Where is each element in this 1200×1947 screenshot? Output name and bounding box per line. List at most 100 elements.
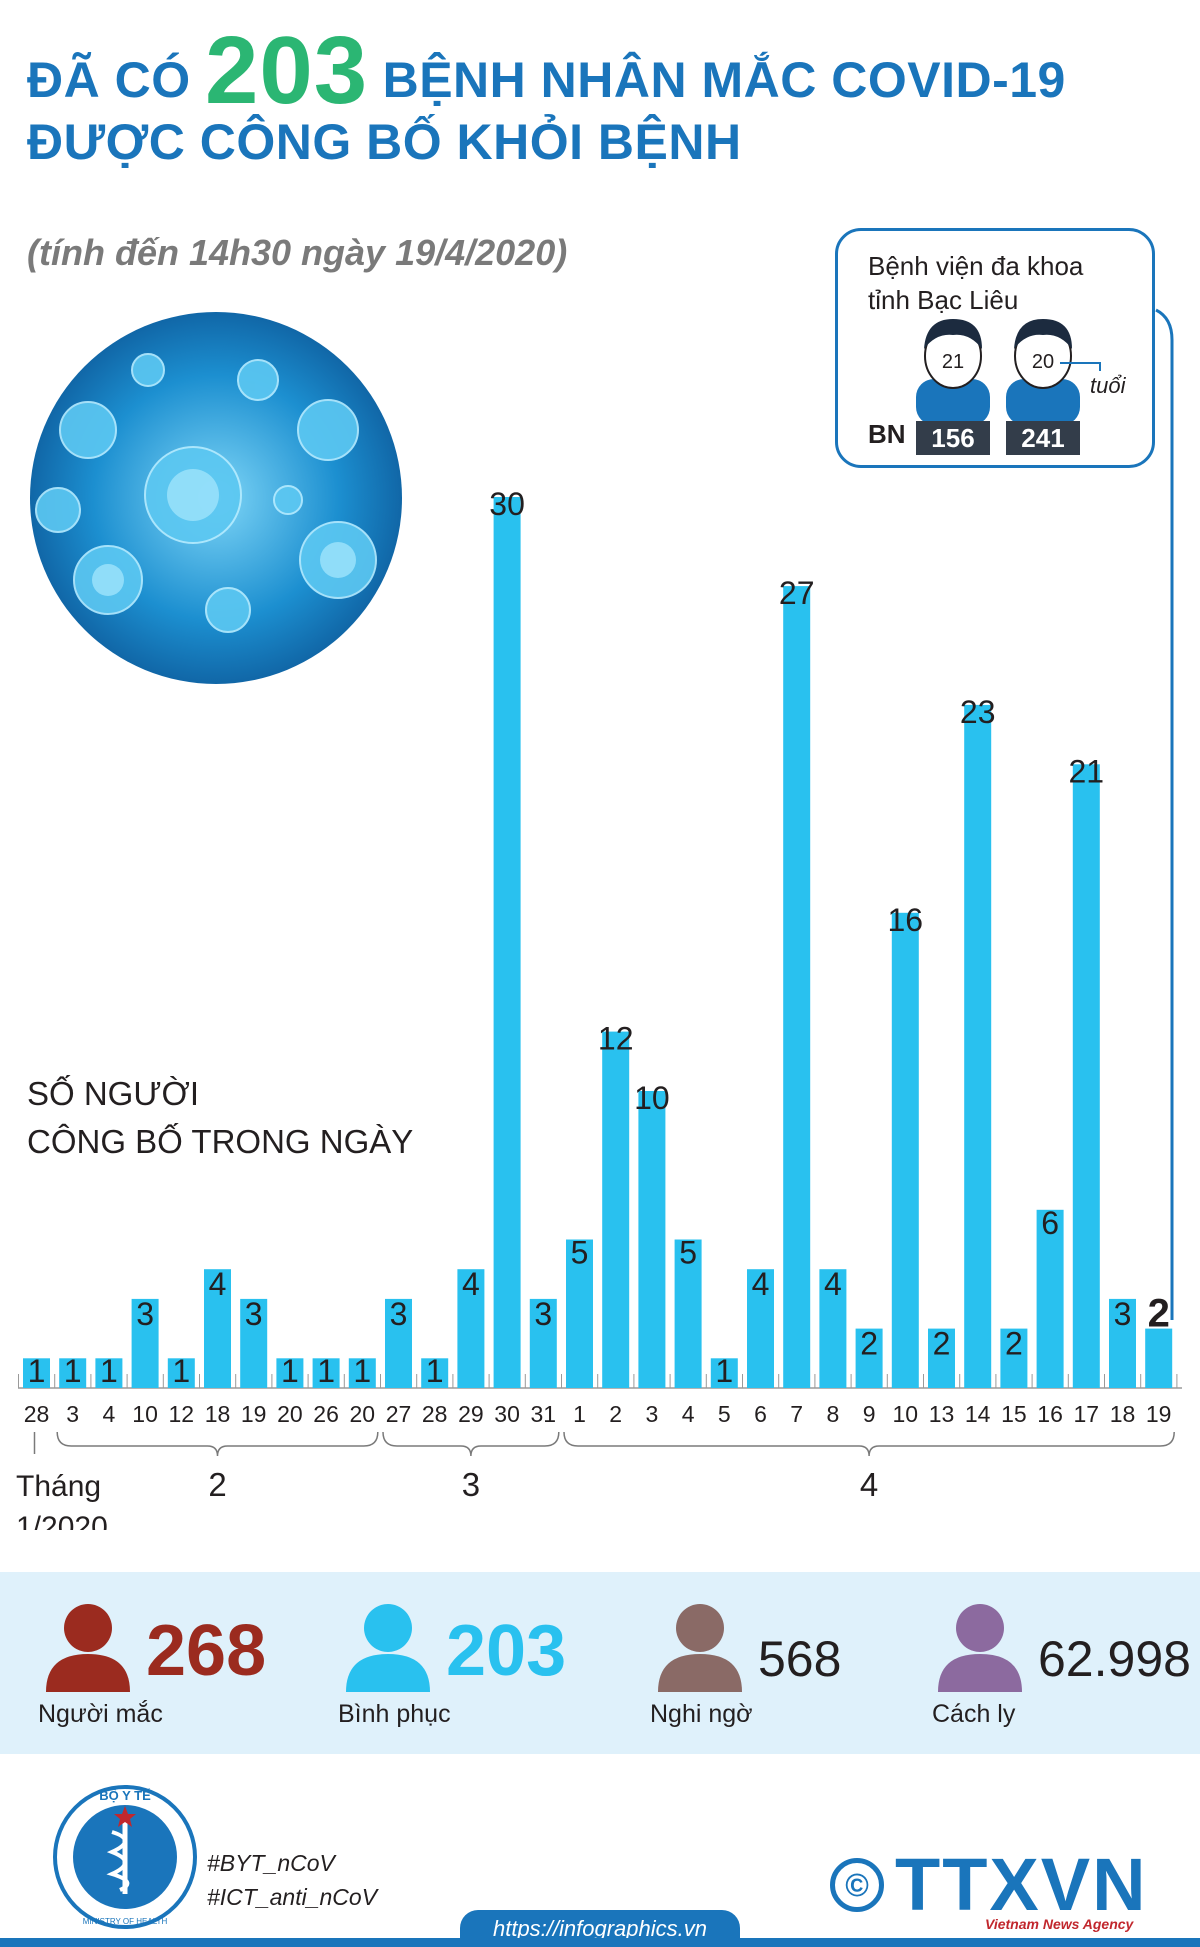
bar-value-label: 16: [888, 902, 924, 938]
x-tick-label: 28: [24, 1401, 50, 1427]
month-label: 4: [860, 1466, 878, 1503]
bar-value-label: 6: [1041, 1205, 1059, 1241]
x-tick-label: 18: [1110, 1401, 1136, 1427]
x-tick-label: 15: [1001, 1401, 1027, 1427]
bar-value-label: 4: [752, 1266, 770, 1302]
stat-label: Nghi ngờ: [650, 1700, 753, 1728]
month-bracket: [563, 1431, 1175, 1457]
bar: [1109, 1298, 1136, 1388]
bar-value-label: 21: [1069, 753, 1105, 789]
chart-label: SỐ NGƯỜI CÔNG BỐ TRONG NGÀY: [27, 1070, 413, 1166]
bar-value-label: 3: [136, 1296, 154, 1332]
person-icon: [346, 1604, 430, 1692]
logo-top-text: BỘ Y TẾ: [99, 1788, 151, 1803]
x-tick-label: 6: [754, 1401, 767, 1427]
bar: [964, 704, 992, 1388]
stat-suspected: 568 Nghi ngờ: [650, 1602, 841, 1728]
x-tick-label: 4: [103, 1401, 116, 1427]
ttxvn-subtitle: Vietnam News Agency: [985, 1916, 1134, 1932]
page-title: ĐÃ CÓ 203 BỆNH NHÂN MẮC COVID-19 ĐƯỢC CÔ…: [27, 23, 1087, 173]
bar: [747, 1269, 774, 1388]
bar: [131, 1298, 159, 1388]
bar-value-label: 3: [390, 1296, 408, 1332]
x-tick-label: 30: [494, 1401, 520, 1427]
hospital-name: Bệnh viện đa khoa tỉnh Bạc Liêu: [868, 249, 1083, 317]
month-label: Tháng: [16, 1470, 101, 1503]
bar-value-label: 2: [1005, 1326, 1023, 1362]
patient-avatar-icon: [916, 319, 990, 425]
person-icon: [938, 1604, 1022, 1692]
title-number: 203: [205, 17, 369, 124]
stat-quarantine: 62.998 Cách ly: [930, 1602, 1191, 1728]
person-icon: [46, 1604, 130, 1692]
bar-value-label: 5: [571, 1235, 589, 1271]
hospital-line1: Bệnh viện đa khoa: [868, 251, 1084, 281]
bar-value-label: 1: [317, 1353, 335, 1389]
bar: [385, 1298, 412, 1388]
month-label: 1/2020: [16, 1511, 108, 1530]
x-tick-label: 31: [531, 1401, 557, 1427]
bar: [1145, 1328, 1173, 1388]
bar-value-label: 3: [245, 1296, 263, 1332]
bar: [602, 1031, 630, 1388]
bar: [59, 1358, 87, 1388]
bar-value-label: 4: [209, 1266, 227, 1302]
bar: [493, 497, 521, 1388]
hashtags: #BYT_nCoV #ICT_anti_nCoV: [207, 1846, 377, 1914]
bar-value-label: 30: [489, 486, 525, 522]
chart-label-line1: SỐ NGƯỜI: [27, 1075, 199, 1112]
x-tick-label: 16: [1037, 1401, 1063, 1427]
x-tick-label: 19: [241, 1401, 267, 1427]
bn-label: BN: [868, 419, 906, 449]
person-icon: [658, 1604, 742, 1692]
bar: [710, 1358, 738, 1388]
x-tick-label: 19: [1146, 1401, 1172, 1427]
bar-value-label: 4: [462, 1266, 480, 1302]
bar: [638, 1091, 666, 1388]
stat-value: 268: [146, 1611, 267, 1691]
stat-cases: 268 Người mắc: [38, 1602, 266, 1728]
bar: [23, 1358, 50, 1388]
x-tick-label: 13: [929, 1401, 955, 1427]
stat-value: 62.998: [1038, 1631, 1191, 1687]
stats-band: 268 Người mắc 203 Bình phục 568 Nghi ngờ…: [0, 1572, 1200, 1754]
bar: [529, 1298, 557, 1388]
bar-value-label: 4: [824, 1266, 842, 1302]
bar: [1072, 764, 1100, 1388]
patient-age: 20: [1032, 351, 1054, 373]
hashtag-1: #BYT_nCoV: [207, 1850, 335, 1876]
x-tick-label: 18: [205, 1401, 231, 1427]
subtitle: (tính đến 14h30 ngày 19/4/2020): [27, 232, 568, 273]
x-tick-label: 20: [350, 1401, 376, 1427]
x-tick-label: 1: [573, 1401, 586, 1427]
bar-value-label: 27: [779, 575, 815, 611]
bar: [928, 1328, 955, 1388]
patient-icons: BN 21 156 20 241 tuổi: [868, 319, 1127, 455]
x-tick-label: 10: [893, 1401, 919, 1427]
month-bracket: [56, 1431, 379, 1457]
x-tick-label: 28: [422, 1401, 448, 1427]
bar: [566, 1239, 593, 1388]
x-tick-label: 29: [458, 1401, 484, 1427]
x-tick-label: 8: [827, 1401, 840, 1427]
bar-value-label: 1: [426, 1353, 444, 1389]
bar: [891, 912, 919, 1388]
x-tick-label: 7: [790, 1401, 803, 1427]
age-unit: tuổi: [1090, 373, 1127, 398]
copyright-icon: ©: [830, 1858, 884, 1912]
title-line2: ĐƯỢC CÔNG BỐ KHỎI BỆNH: [27, 114, 742, 170]
stat-label: Cách ly: [932, 1700, 1016, 1728]
month-label: 3: [462, 1466, 480, 1503]
x-tick-label: 27: [386, 1401, 412, 1427]
bar: [240, 1298, 268, 1388]
x-tick-label: 4: [682, 1401, 695, 1427]
patient-age: 21: [942, 351, 964, 373]
bar-value-label: 1: [28, 1353, 46, 1389]
stat-label: Người mắc: [38, 1700, 163, 1728]
ministry-of-health-logo: BỘ Y TẾ MINISTRY OF HEALTH: [53, 1785, 197, 1929]
bar-value-label: 10: [634, 1080, 670, 1116]
stat-value: 568: [758, 1631, 842, 1687]
stat-value: 203: [446, 1611, 567, 1691]
x-tick-label: 26: [313, 1401, 339, 1427]
hospital-callout: Bệnh viện đa khoa tỉnh Bạc Liêu BN 21 15…: [835, 228, 1155, 468]
